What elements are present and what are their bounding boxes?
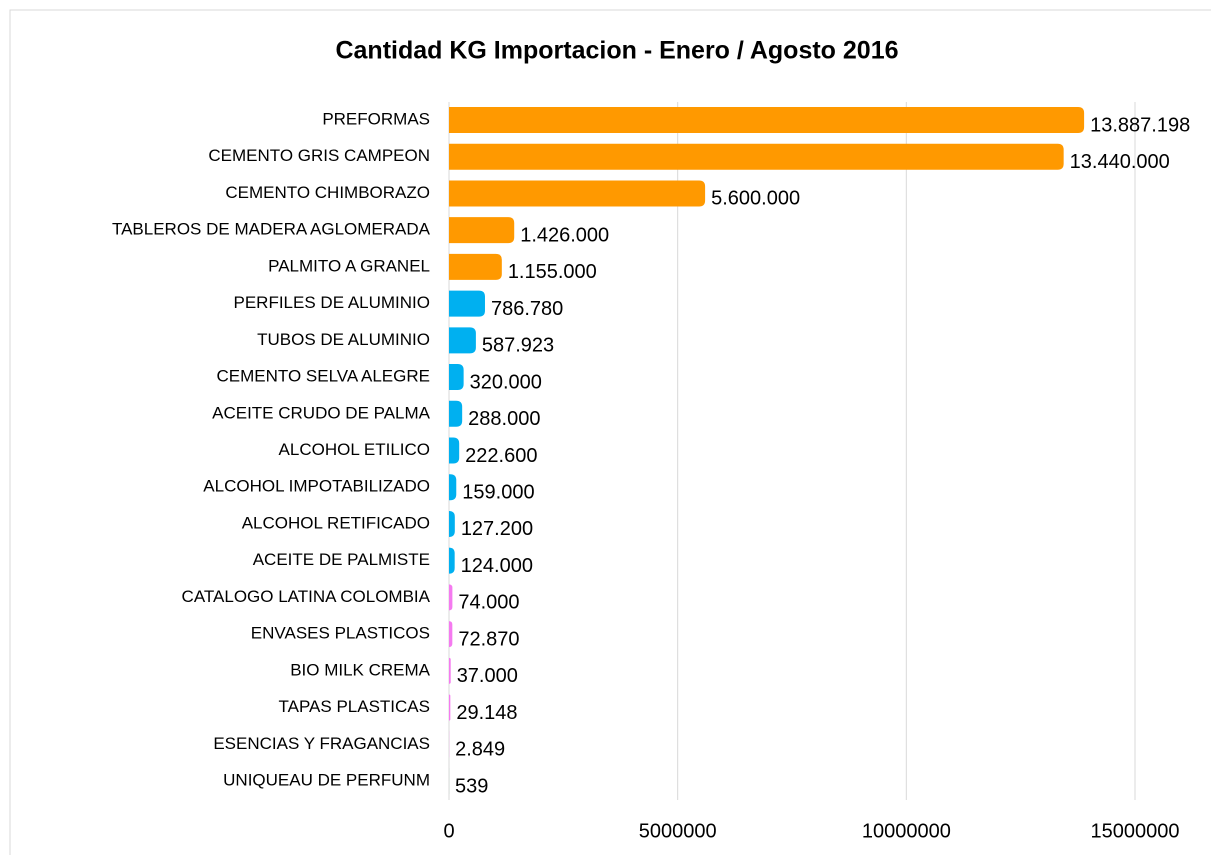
data-label: 2.849 (455, 739, 505, 761)
data-label: 124.000 (461, 555, 533, 577)
bar (449, 290, 485, 317)
data-label: 786.780 (491, 298, 563, 320)
data-label: 222.600 (465, 445, 537, 467)
bar (449, 107, 1085, 133)
data-label: 159.000 (462, 482, 534, 504)
bar (449, 694, 451, 721)
y-tick-label: BIO MILK CREMA (290, 660, 430, 679)
y-tick-label: CATALOGO LATINA COLOMBIA (182, 587, 431, 606)
bar (449, 180, 706, 207)
x-tick-label: 0 (443, 820, 454, 842)
y-tick-label: CEMENTO GRIS CAMPEON (208, 146, 430, 165)
y-tick-label: PERFILES DE ALUMINIO (234, 293, 431, 312)
data-label: 539 (455, 775, 488, 797)
bar (449, 143, 1064, 170)
bar (449, 510, 455, 537)
x-tick-label: 15000000 (1091, 820, 1180, 842)
data-label: 29.148 (456, 702, 517, 724)
data-label: 320.000 (470, 371, 542, 393)
bar (449, 621, 453, 648)
chart-border (9, 9, 1211, 855)
data-label: 13.887.198 (1090, 114, 1190, 136)
x-tick-label: 10000000 (862, 820, 951, 842)
data-label: 74.000 (458, 592, 519, 614)
chart-title: Cantidad KG Importacion - Enero / Agosto… (335, 37, 898, 65)
bar (449, 474, 457, 501)
data-label: 587.923 (482, 335, 554, 357)
y-tick-label: ALCOHOL IMPOTABILIZADO (203, 477, 430, 496)
bar (449, 437, 460, 464)
data-label: 288.000 (468, 408, 540, 430)
bar (449, 217, 515, 244)
bar (449, 657, 451, 684)
data-label: 37.000 (457, 665, 518, 687)
y-tick-label: CEMENTO SELVA ALEGRE (216, 367, 430, 386)
bar (449, 584, 453, 611)
bar (449, 547, 455, 574)
bar (449, 400, 463, 427)
y-tick-label: TUBOS DE ALUMINIO (257, 330, 430, 349)
y-tick-label: TAPAS PLASTICAS (279, 697, 430, 716)
x-tick-label: 5000000 (639, 820, 717, 842)
y-tick-label: PALMITO A GRANEL (268, 256, 430, 275)
data-label: 1.155.000 (508, 261, 597, 283)
data-label: 72.870 (458, 628, 519, 650)
y-tick-label: ACEITE CRUDO DE PALMA (212, 403, 431, 422)
y-tick-label: ACEITE DE PALMISTE (253, 550, 430, 569)
bar (449, 327, 476, 354)
data-label: 1.426.000 (520, 224, 609, 246)
y-tick-label: CEMENTO CHIMBORAZO (225, 183, 430, 202)
y-tick-label: UNIQUEAU DE PERFUNM (223, 770, 430, 789)
y-tick-label: TABLEROS DE MADERA AGLOMERADA (112, 220, 431, 239)
y-tick-label: ALCOHOL RETIFICADO (242, 513, 430, 532)
bar (449, 364, 464, 391)
y-tick-label: ALCOHOL ETILICO (279, 440, 430, 459)
data-label: 13.440.000 (1070, 151, 1170, 173)
data-label: 5.600.000 (711, 188, 800, 210)
bar (449, 253, 502, 280)
y-tick-label: ESENCIAS Y FRAGANCIAS (213, 734, 430, 753)
y-tick-label: ENVASES PLASTICOS (251, 624, 430, 643)
y-tick-label: PREFORMAS (322, 109, 430, 128)
data-label: 127.200 (461, 518, 533, 540)
